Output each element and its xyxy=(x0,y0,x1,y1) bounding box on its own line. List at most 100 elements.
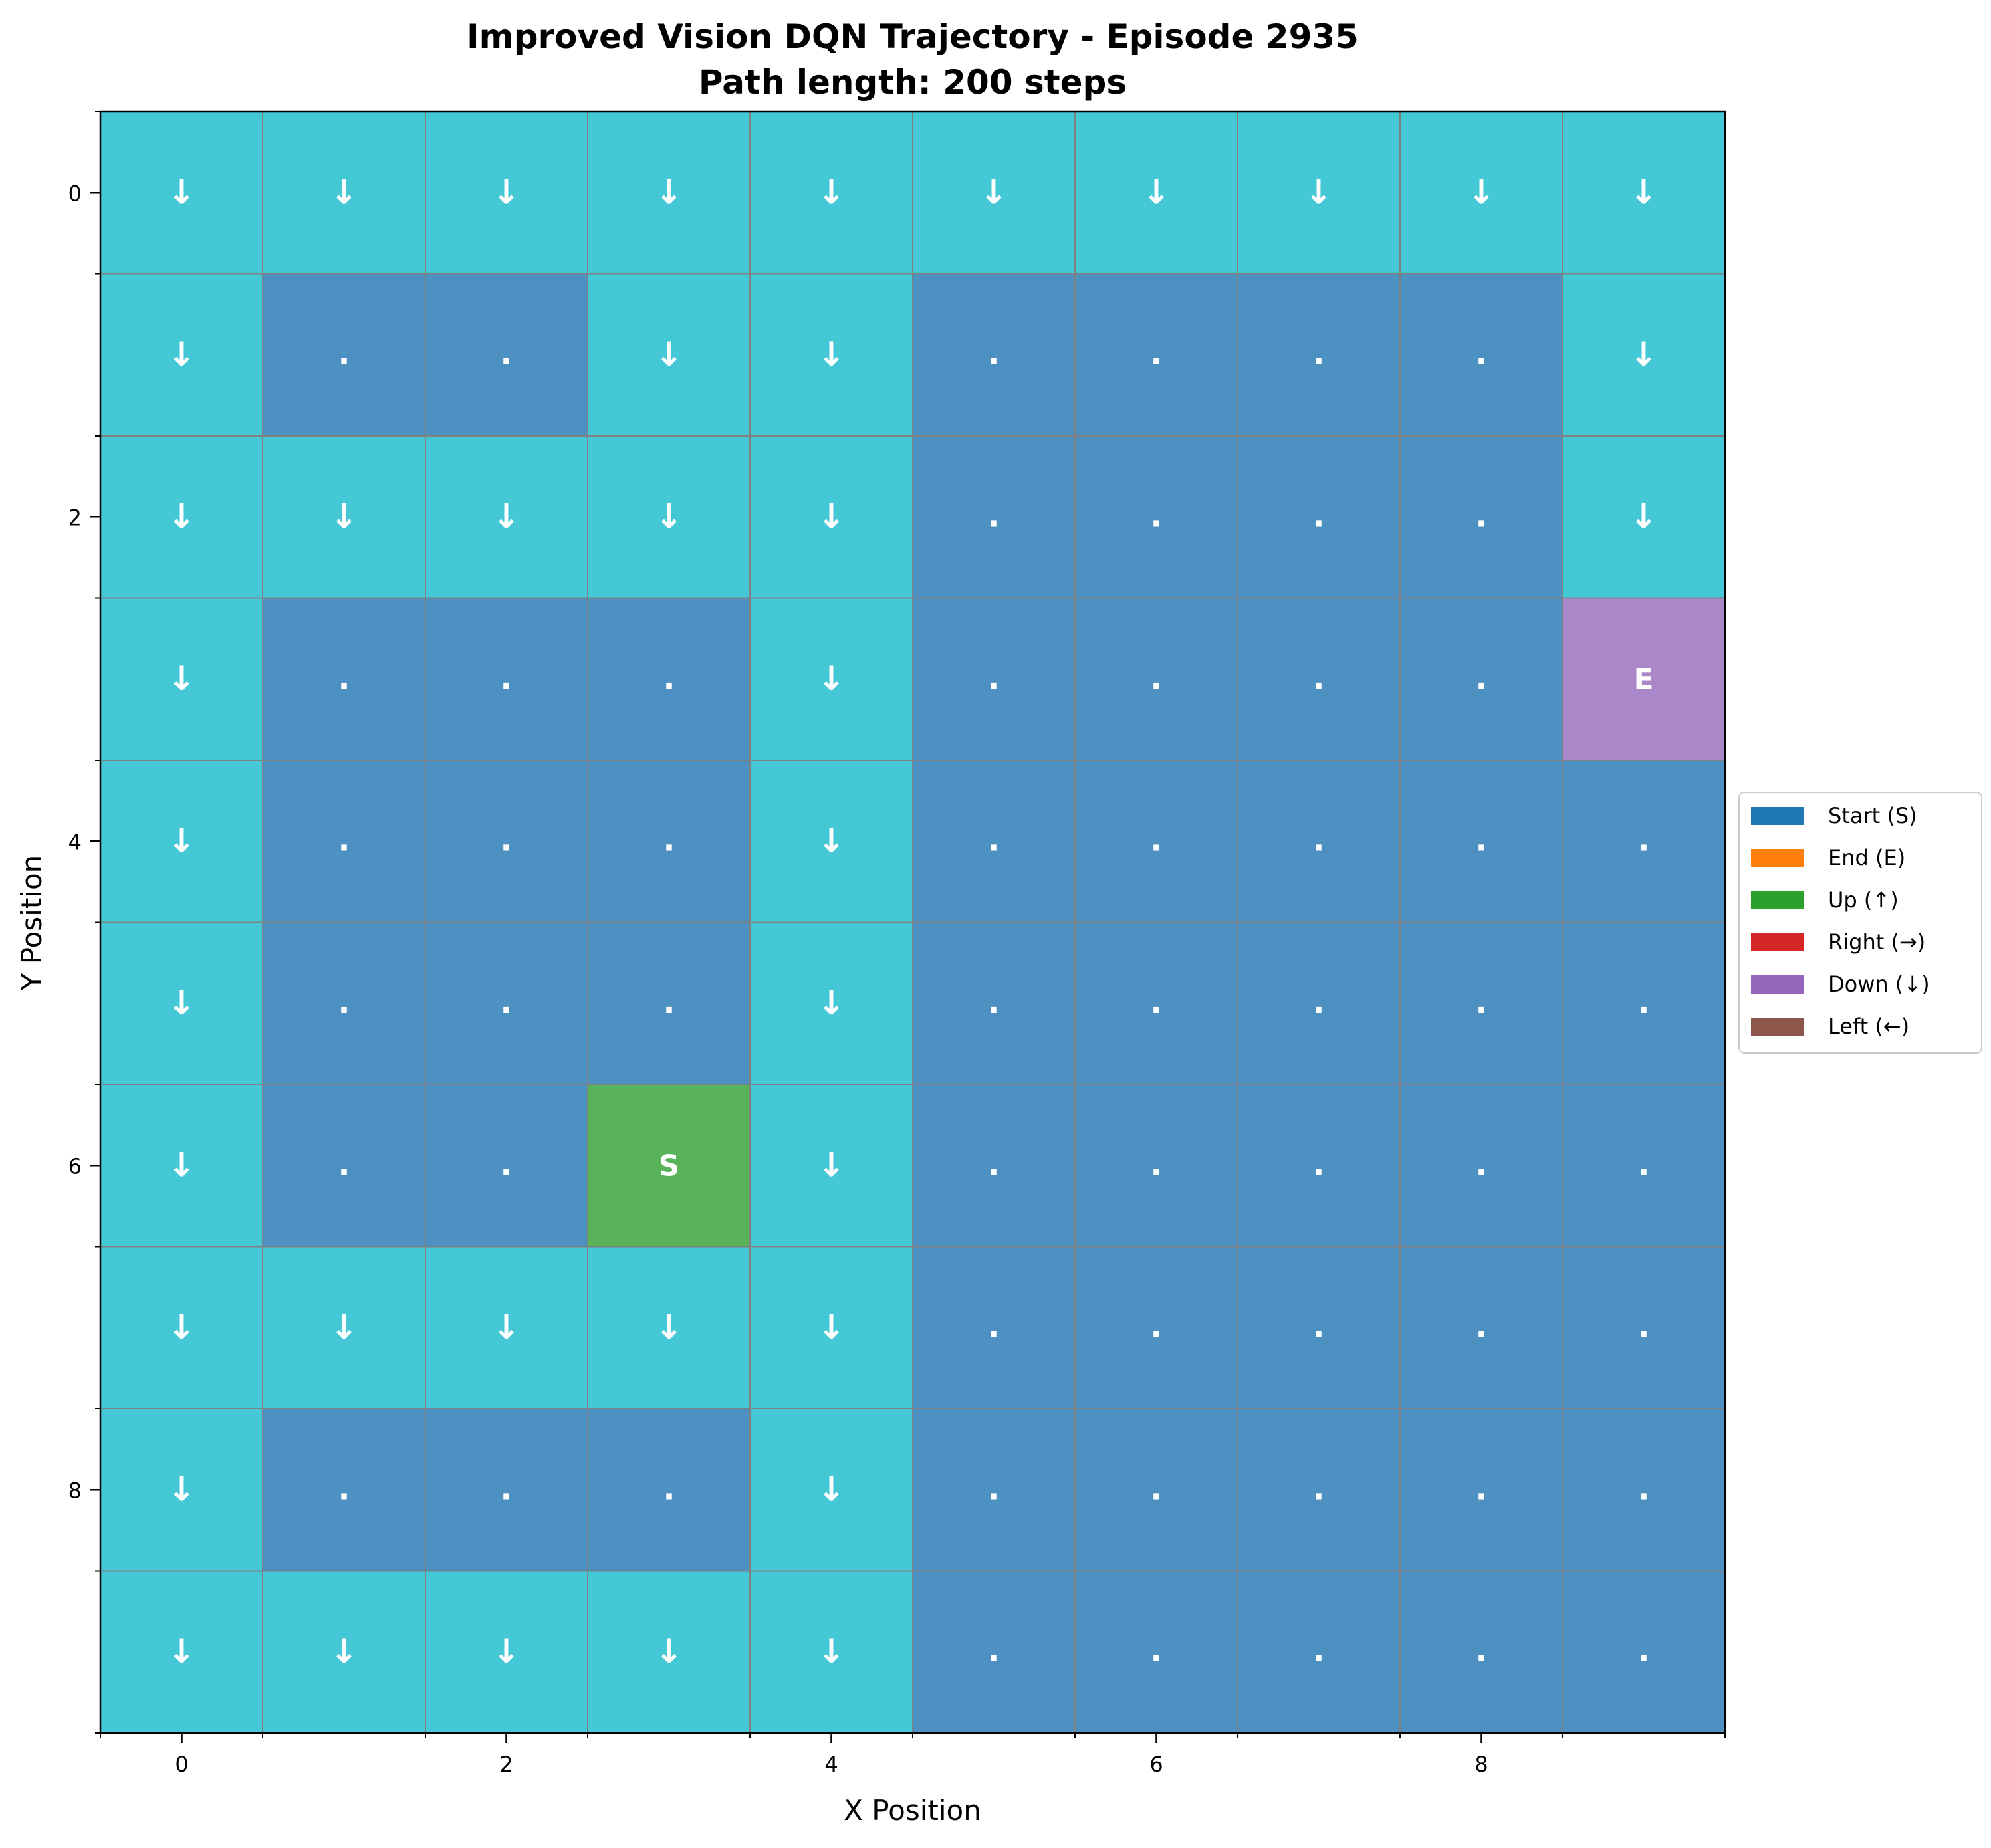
heatmap-cell xyxy=(1075,598,1238,761)
heatmap-cell xyxy=(425,598,588,761)
cell-empty-label: . xyxy=(1150,335,1162,372)
heatmap-cell xyxy=(588,436,751,598)
heatmap-cell xyxy=(913,1246,1076,1409)
legend-swatch xyxy=(1751,891,1804,909)
cell-empty-label: . xyxy=(1637,1632,1649,1669)
heatmap-cell xyxy=(913,760,1076,923)
heatmap-cell xyxy=(750,1409,913,1571)
cell-empty-label: . xyxy=(1150,1632,1162,1669)
heatmap-cell xyxy=(913,112,1076,274)
cell-action-label: ↓ xyxy=(1305,172,1333,211)
cell-empty-label: . xyxy=(987,335,1000,372)
y-tick-label: 4 xyxy=(68,829,82,854)
heatmap-cell xyxy=(1238,922,1401,1085)
heatmap-cell xyxy=(1238,1084,1401,1247)
cell-labels: ↓ ↓ ↓ ↓ ↓ ↓ ↓ ↓ ↓ ↓ ↓.. ↓ ↓.... ↓ ↓ ↓ ↓ ↓ ↓.... ↓ ↓... ↓.... E… xyxy=(168,172,1658,1671)
heatmap-cell xyxy=(1562,598,1726,761)
cell-empty-label: . xyxy=(1150,1470,1162,1507)
heatmap-cell xyxy=(1075,1571,1238,1734)
cell-action-label: ↓ xyxy=(493,1308,521,1347)
cell-action-label: ↓ xyxy=(168,335,196,374)
legend-swatch xyxy=(1751,975,1804,994)
heatmap-cell xyxy=(425,436,588,598)
heatmap-cell xyxy=(1075,273,1238,437)
heatmap-cell xyxy=(588,598,751,761)
heatmap-cells xyxy=(100,112,1726,1734)
heatmap-cell xyxy=(425,112,588,274)
cell-empty-label: . xyxy=(987,497,1000,534)
cell-empty-label: . xyxy=(1150,821,1162,858)
heatmap-cell xyxy=(425,1084,588,1247)
heatmap-cell xyxy=(1400,598,1563,761)
heatmap-cell xyxy=(100,1409,263,1571)
heatmap-cell xyxy=(913,273,1076,437)
x-tick-label: 8 xyxy=(1474,1752,1488,1777)
heatmap-cell xyxy=(100,1246,263,1409)
heatmap-cell xyxy=(263,1571,426,1734)
heatmap-cell xyxy=(100,1571,263,1734)
heatmap-cell xyxy=(913,598,1076,761)
heatmap-cell xyxy=(750,436,913,598)
legend-swatch xyxy=(1751,1018,1804,1036)
cell-action-label: ↓ xyxy=(818,1632,846,1671)
heatmap-cell xyxy=(1238,112,1401,274)
heatmap-cell xyxy=(1238,436,1401,598)
legend-label: End (E) xyxy=(1828,845,1905,871)
cell-empty-label: . xyxy=(1312,984,1324,1021)
legend-label: Start (S) xyxy=(1828,803,1917,828)
heatmap-cell xyxy=(1238,598,1401,761)
cell-empty-label: . xyxy=(338,1470,350,1507)
cell-empty-label: . xyxy=(987,1145,1000,1183)
heatmap-cell xyxy=(1562,436,1726,598)
heatmap-cell xyxy=(913,1084,1076,1247)
legend-label: Left (←) xyxy=(1828,1014,1909,1039)
heatmap-cell xyxy=(1238,1246,1401,1409)
heatmap-cell xyxy=(750,598,913,761)
cell-empty-label: . xyxy=(1312,1145,1324,1183)
cell-action-label: ↓ xyxy=(818,659,846,698)
heatmap-cell xyxy=(588,760,751,923)
cell-empty-label: . xyxy=(987,1470,1000,1507)
y-tick-label: 0 xyxy=(68,181,82,206)
x-tick-label: 0 xyxy=(174,1752,188,1777)
heatmap-cell xyxy=(588,922,751,1085)
cell-empty-label: . xyxy=(500,1145,512,1183)
heatmap-cell xyxy=(263,1246,426,1409)
heatmap-cell xyxy=(750,112,913,274)
cell-action-label: ↓ xyxy=(655,335,683,374)
cell-empty-label: . xyxy=(1475,335,1487,372)
heatmap-cell xyxy=(263,922,426,1085)
heatmap-cell xyxy=(1075,760,1238,923)
chart-title: Improved Vision DQN Trajectory - Episode… xyxy=(467,17,1359,56)
legend-swatch xyxy=(1751,933,1804,951)
heatmap-cell xyxy=(1400,1571,1563,1734)
cell-action-label: ↓ xyxy=(168,984,196,1022)
heatmap-cell xyxy=(1400,760,1563,923)
legend: Start (S) End (E) Up (↑) Right (→) Down (↓) L… xyxy=(1738,792,1982,1054)
heatmap-cell xyxy=(750,273,913,437)
heatmap-cell xyxy=(425,1571,588,1734)
legend-label: Right (→) xyxy=(1828,929,1925,955)
heatmap-cell xyxy=(750,1571,913,1734)
cell-action-label: ↓ xyxy=(980,172,1008,211)
cell-marker-label: S xyxy=(659,1149,680,1183)
heatmap-cell xyxy=(263,1084,426,1247)
cell-empty-label: . xyxy=(1312,821,1324,858)
cell-empty-label: . xyxy=(1150,497,1162,534)
cell-action-label: ↓ xyxy=(493,497,521,536)
cell-action-label: ↓ xyxy=(655,1632,683,1671)
cell-action-label: ↓ xyxy=(1468,172,1496,211)
cell-empty-label: . xyxy=(987,659,1000,697)
heatmap-cell xyxy=(588,1084,751,1247)
cell-empty-label: . xyxy=(1475,497,1487,534)
cell-empty-label: . xyxy=(500,984,512,1021)
heatmap-cell xyxy=(1562,1084,1726,1247)
heatmap-cell xyxy=(1400,922,1563,1085)
heatmap-cell xyxy=(750,922,913,1085)
cell-action-label: ↓ xyxy=(168,1145,196,1184)
heatmap-cell xyxy=(1075,112,1238,274)
heatmap-cell xyxy=(913,1409,1076,1571)
cell-action-label: ↓ xyxy=(493,1632,521,1671)
heatmap-cell xyxy=(913,1571,1076,1734)
